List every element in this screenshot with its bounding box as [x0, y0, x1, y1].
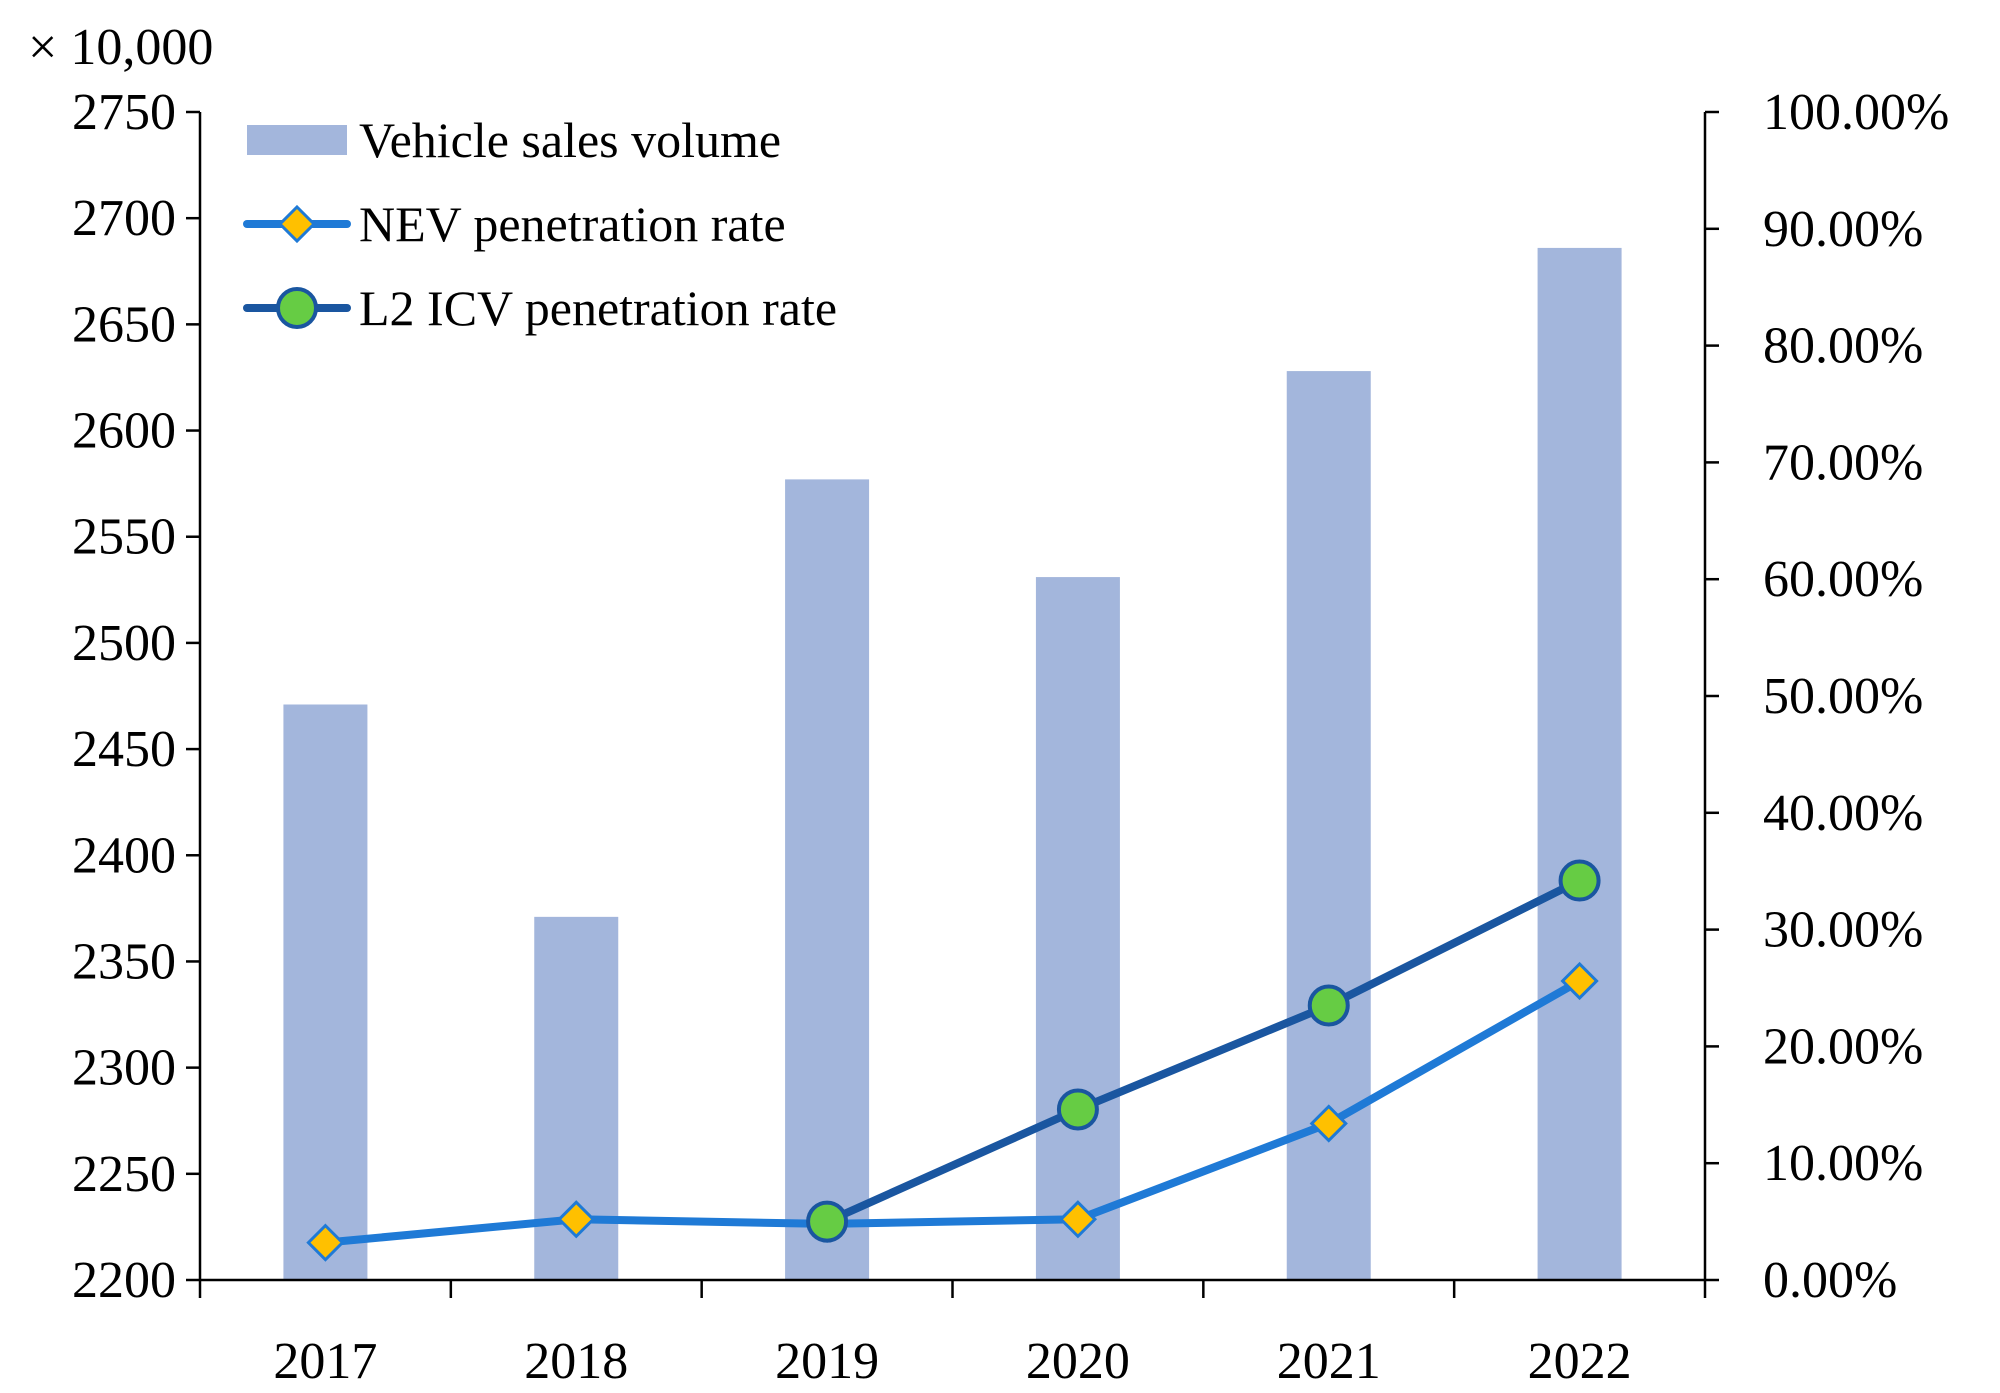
- legend-swatch-marker: [276, 287, 318, 329]
- lines-layer: [306, 859, 1601, 1262]
- point-nev-penetration-rate-2022: [1560, 961, 1599, 1001]
- y-right-tick-label: 20.00%: [1763, 1018, 1923, 1075]
- y-left-tick-label: 2700: [72, 190, 176, 247]
- y-left-tick-label: 2200: [72, 1252, 176, 1309]
- y-right-tick-label: 70.00%: [1763, 434, 1923, 491]
- y-right-tick-label: 0.00%: [1763, 1252, 1897, 1309]
- y-left-tick-label: 2550: [72, 509, 176, 566]
- x-tick-label: 2022: [1528, 1333, 1632, 1390]
- legend-swatch-marker: [277, 204, 317, 244]
- y-left-tick-label: 2750: [72, 84, 176, 141]
- y-left-tick-label: 2300: [72, 1040, 176, 1097]
- legend-label: L2 ICV penetration rate: [359, 280, 837, 336]
- x-tick-label: 2021: [1277, 1333, 1381, 1390]
- bar-2022: [1537, 247, 1622, 1280]
- point-nev-penetration-rate-2021: [1309, 1104, 1348, 1143]
- y-left-tick-label: 2250: [72, 1146, 176, 1203]
- y-axis-unit-label: × 10,000: [28, 19, 213, 76]
- y-right-tick-label: 90.00%: [1763, 201, 1923, 258]
- legend-label: NEV penetration rate: [359, 196, 786, 252]
- point-l2-icv-penetration-rate-2020: [1056, 1088, 1099, 1131]
- point-l2-icv-penetration-rate-2021: [1307, 984, 1350, 1027]
- point-l2-icv-penetration-rate-2019: [806, 1200, 849, 1243]
- line-l2-icv-penetration-rate: [823, 876, 1584, 1226]
- legend-item-vehicle-sales-volume: Vehicle sales volume: [247, 112, 781, 168]
- point-nev-penetration-rate-2018: [557, 1200, 596, 1239]
- y-right-tick-label: 40.00%: [1763, 785, 1923, 842]
- y-left-tick-label: 2450: [72, 721, 176, 778]
- y-right-tick-label: 10.00%: [1763, 1135, 1923, 1192]
- y-right-tick-label: 50.00%: [1763, 668, 1923, 725]
- line-nev-penetration-rate: [321, 976, 1584, 1247]
- legend-swatch-bar: [247, 125, 347, 155]
- x-tick-label: 2020: [1026, 1333, 1130, 1390]
- bar-2017: [283, 704, 368, 1280]
- axes-layer: [186, 110, 1719, 1298]
- legend-item-nev-penetration-rate: NEV penetration rate: [243, 196, 786, 252]
- x-tick-label: 2018: [524, 1333, 628, 1390]
- legend-item-l2-icv-penetration-rate: L2 ICV penetration rate: [243, 280, 837, 336]
- bar-2020: [1035, 577, 1120, 1280]
- point-l2-icv-penetration-rate-2022: [1558, 859, 1601, 902]
- point-nev-penetration-rate-2020: [1058, 1200, 1098, 1239]
- y-left-tick-label: 2400: [72, 827, 176, 884]
- point-nev-penetration-rate-2017: [306, 1223, 345, 1262]
- legend-label: Vehicle sales volume: [359, 112, 781, 168]
- y-right-tick-label: 60.00%: [1763, 551, 1923, 608]
- y-left-tick-label: 2600: [72, 403, 176, 460]
- x-tick-label: 2019: [775, 1333, 879, 1390]
- y-left-tick-label: 2500: [72, 615, 176, 672]
- y-right-tick-label: 80.00%: [1763, 318, 1923, 375]
- x-tick-label: 2017: [273, 1333, 377, 1390]
- y-right-tick-label: 100.00%: [1763, 84, 1949, 141]
- labels-layer: 2200 2250 2300 2350 2400 2450 2500 2550 2600 2650…: [72, 84, 1949, 1390]
- y-left-tick-label: 2650: [72, 296, 176, 353]
- bars-layer: [283, 247, 1622, 1281]
- y-right-tick-label: 30.00%: [1763, 902, 1923, 959]
- y-left-tick-label: 2350: [72, 933, 176, 990]
- bar-2021: [1286, 371, 1371, 1281]
- legend: Vehicle sales volume NEV penetration rate…: [243, 112, 837, 336]
- bar-2019: [785, 479, 870, 1280]
